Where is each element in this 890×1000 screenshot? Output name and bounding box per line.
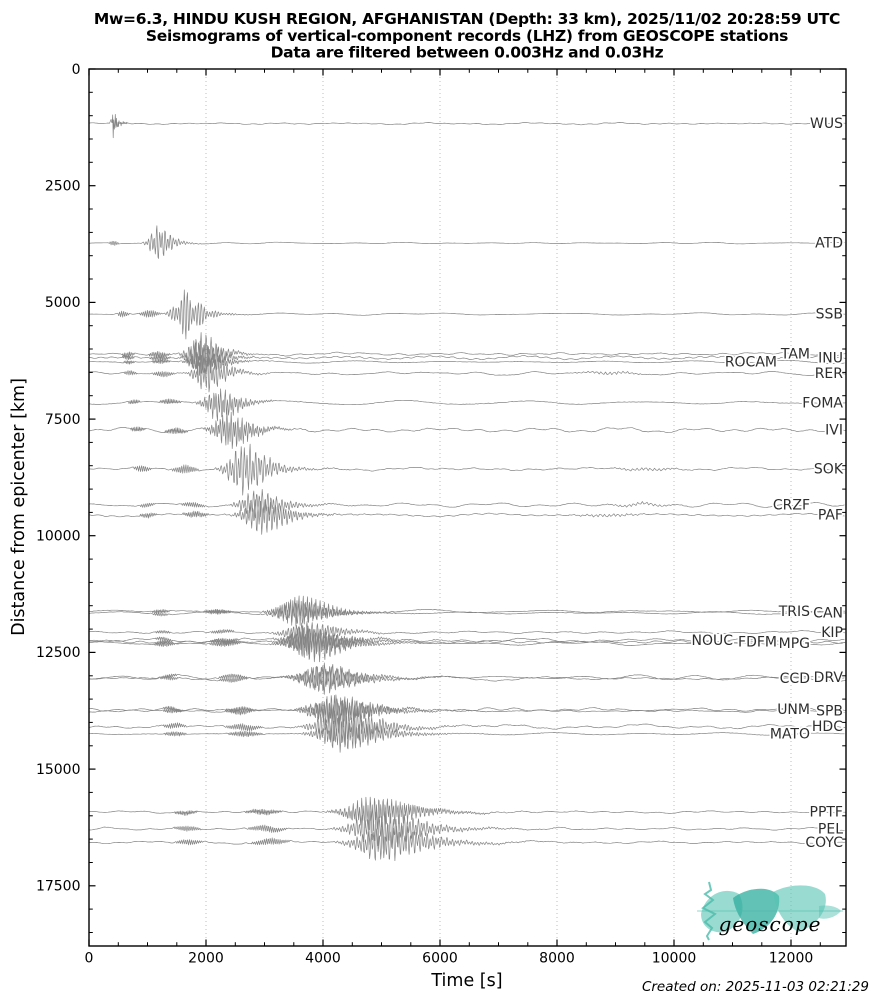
station-label-COYC: COYC	[805, 835, 843, 851]
station-label-DRV: DRV	[814, 670, 844, 686]
y-tick-label: 12500	[36, 645, 81, 661]
station-label-CRZF: CRZF	[773, 498, 810, 514]
trace-TAM	[88, 332, 846, 376]
station-label-TAM: TAM	[780, 347, 810, 363]
trace-PEL	[88, 810, 845, 850]
trace-DRV	[88, 662, 845, 691]
trace-PPTF	[88, 796, 846, 831]
y-tick-label: 7500	[45, 412, 81, 428]
trace-INU	[88, 340, 846, 374]
logo-seismogram-squiggle	[701, 881, 717, 941]
y-tick-label: 2500	[45, 179, 81, 195]
station-label-IVI: IVI	[825, 423, 843, 439]
trace-SSB	[88, 289, 846, 340]
plot-title: Mw=6.3, HINDU KUSH REGION, AFGHANISTAN (…	[94, 10, 840, 28]
axes	[88, 68, 847, 947]
station-label-MPG: MPG	[779, 636, 810, 652]
y-tick-label: 15000	[36, 762, 81, 778]
created-on-text: Created on: 2025-11-03 02:21:29	[642, 979, 869, 995]
trace-PAF	[88, 498, 845, 535]
trace-CRZF	[88, 488, 845, 519]
geoscope-logo: geoscope	[697, 881, 843, 941]
station-label-PAF: PAF	[818, 508, 843, 524]
trace-ROCAM	[88, 349, 845, 376]
station-labels: WUS ATD SSB TAM INU ROCAM RER FOMA IVI SOK CRZF PAF…	[690, 114, 846, 852]
plot-spine	[88, 68, 847, 947]
x-tick-label: 0	[85, 951, 94, 967]
x-tick-label: 4000	[305, 951, 341, 967]
trace-SOK	[88, 443, 846, 496]
trace-COYC	[88, 821, 846, 862]
station-label-SPB: SPB	[816, 704, 843, 720]
station-label-TRIS: TRIS	[778, 604, 810, 620]
trace-WUS	[88, 113, 846, 139]
trace-UNM	[88, 694, 846, 723]
trace-MPG	[89, 625, 846, 663]
x-tick-label: 8000	[539, 951, 575, 967]
logo-kite-right	[773, 885, 826, 932]
station-label-FDFM: FDFM	[738, 635, 777, 651]
trace-TRIS	[88, 595, 846, 627]
station-label-SOK: SOK	[814, 462, 844, 478]
station-label-ATD: ATD	[815, 236, 843, 252]
trace-SPB	[88, 695, 845, 730]
station-label-CAN: CAN	[813, 606, 843, 622]
trace-CCD	[88, 665, 846, 695]
station-label-FOMA: FOMA	[802, 395, 843, 411]
x-tick-label: 2000	[188, 951, 224, 967]
y-axis-label: Distance from epicenter [km]	[9, 378, 29, 636]
plot-filter-note: Data are filtered between 0.003Hz and 0.…	[271, 44, 664, 62]
station-label-PPTF: PPTF	[810, 805, 844, 821]
station-label-ROCAM: ROCAM	[725, 355, 777, 371]
trace-RER	[88, 358, 846, 393]
trace-ATD	[88, 225, 845, 259]
station-label-WUS: WUS	[810, 116, 843, 132]
station-label-SSB: SSB	[816, 307, 843, 323]
tick-labels: 0 2000 4000 6000 8000 10000 12000 0 2500 5000 7500…	[36, 62, 813, 967]
station-label-KIP: KIP	[821, 625, 843, 641]
station-label-HDC: HDC	[812, 719, 843, 735]
station-label-RER: RER	[815, 366, 844, 382]
station-label-MATO: MATO	[770, 727, 810, 743]
gridlines	[205, 69, 792, 946]
plot-subtitle: Seismograms of vertical-component record…	[146, 27, 788, 45]
x-tick-label: 12000	[769, 951, 814, 967]
station-label-INU: INU	[818, 350, 843, 366]
station-label-NOUC: NOUC	[691, 633, 733, 649]
trace-FOMA	[88, 388, 846, 422]
station-label-CCD: CCD	[780, 671, 810, 687]
trace-CAN	[88, 601, 846, 624]
y-tick-label: 10000	[36, 529, 81, 545]
x-axis-label: Time [s]	[430, 971, 502, 991]
seismogram-traces	[88, 113, 846, 862]
logo-wordmark: geoscope	[719, 912, 822, 936]
trace-KIP	[88, 621, 846, 644]
y-tick-label: 5000	[45, 295, 81, 311]
logo-tip-right	[819, 905, 841, 919]
trace-MATO	[88, 715, 845, 753]
trace-IVI	[88, 409, 846, 449]
station-label-PEL: PEL	[818, 821, 843, 837]
y-tick-label: 0	[72, 62, 81, 78]
x-tick-label: 10000	[652, 951, 697, 967]
station-label-UNM: UNM	[777, 702, 810, 718]
y-tick-label: 17500	[36, 879, 81, 895]
x-tick-label: 6000	[422, 951, 458, 967]
